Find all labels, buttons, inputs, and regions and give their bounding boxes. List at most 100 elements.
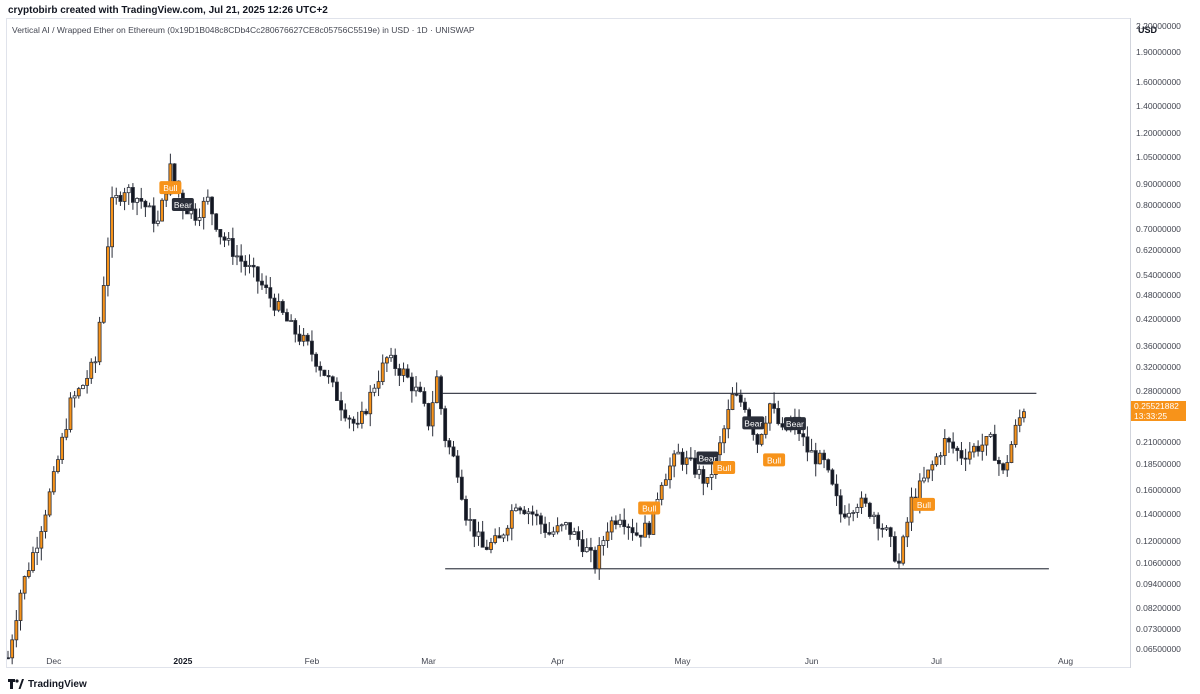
candle <box>580 530 585 558</box>
signal-bull: Bull <box>912 497 935 511</box>
candle <box>888 526 893 548</box>
candle <box>867 501 872 519</box>
candle <box>613 515 618 530</box>
tradingview-logo-icon <box>8 679 24 689</box>
candle <box>22 575 27 600</box>
price-tick: 0.10600000 <box>1136 557 1181 568</box>
signal-bear: Bear <box>783 417 806 431</box>
candle <box>343 403 348 422</box>
chart-pane[interactable] <box>6 18 1130 668</box>
signal-label: Bull <box>163 183 177 193</box>
time-tick: 2025 <box>173 656 193 666</box>
candle <box>543 516 547 538</box>
time-tick: Feb <box>304 656 320 666</box>
candle <box>422 387 427 407</box>
candle <box>230 227 235 265</box>
candle <box>439 374 443 415</box>
candle <box>876 512 881 541</box>
candle <box>476 521 481 546</box>
candle <box>389 347 393 362</box>
candle <box>393 348 398 376</box>
candle <box>518 506 523 515</box>
candle <box>501 533 506 543</box>
signal-label: Bear <box>744 418 762 428</box>
candle <box>118 191 123 206</box>
price-tick: 0.54000000 <box>1136 269 1181 280</box>
candle <box>884 525 889 532</box>
candle <box>43 509 48 539</box>
candle <box>10 634 15 665</box>
candle <box>576 526 581 547</box>
candle <box>1017 409 1022 433</box>
candle <box>855 503 860 518</box>
candle <box>243 255 248 276</box>
candle <box>272 293 277 317</box>
candle <box>622 508 627 535</box>
last-price-value: 0.25521882 <box>1134 401 1179 411</box>
candle <box>305 333 310 346</box>
candle <box>1022 408 1026 423</box>
candle <box>226 232 231 246</box>
range-lines <box>441 392 1049 570</box>
candle <box>701 465 706 496</box>
signal-bull: Bull <box>638 501 661 515</box>
price-tick: 0.09400000 <box>1136 579 1181 590</box>
candle <box>372 383 377 397</box>
candle <box>838 489 843 523</box>
candle <box>409 372 414 403</box>
candle <box>872 511 876 525</box>
candle <box>643 515 647 538</box>
price-tick: 0.06500000 <box>1136 644 1181 655</box>
candle <box>626 523 631 540</box>
candle <box>255 265 260 294</box>
candle <box>384 356 389 373</box>
candle <box>763 415 768 439</box>
chart-attribution: cryptobirb created with TradingView.com,… <box>8 5 328 16</box>
candle <box>593 546 597 574</box>
candle <box>14 610 19 648</box>
candle <box>493 528 498 545</box>
candle <box>734 382 739 397</box>
price-tick: 1.40000000 <box>1136 100 1181 111</box>
candle <box>826 458 831 473</box>
candle <box>426 402 431 431</box>
signal-bull: Bull <box>763 453 786 467</box>
signal-label: Bear <box>786 419 804 429</box>
candle <box>755 433 760 454</box>
candle <box>318 361 323 377</box>
price-tick: 0.18500000 <box>1136 459 1181 470</box>
price-tick: 0.07300000 <box>1136 623 1181 634</box>
footer: TradingView <box>8 677 87 691</box>
candle <box>976 440 981 457</box>
price-axis[interactable] <box>1130 18 1200 668</box>
candle <box>955 445 960 462</box>
candle <box>480 520 485 548</box>
candle <box>101 276 106 324</box>
candle <box>601 535 606 556</box>
candle <box>842 505 847 520</box>
candle <box>222 232 227 248</box>
price-tick: 2.20000000 <box>1136 20 1181 31</box>
candle <box>822 449 826 469</box>
price-tick: 0.70000000 <box>1136 223 1181 234</box>
time-tick: Apr <box>550 656 565 666</box>
footer-brand: TradingView <box>28 678 87 690</box>
candle <box>472 519 477 548</box>
candle <box>618 513 622 528</box>
candle <box>97 316 102 366</box>
candle <box>526 508 531 525</box>
candle <box>551 526 556 538</box>
time-tick: Dec <box>46 656 62 666</box>
currency-label[interactable]: USD <box>1138 25 1158 35</box>
candle <box>638 534 643 547</box>
time-tick: Mar <box>421 656 436 666</box>
candle <box>455 450 460 483</box>
candle <box>301 328 306 347</box>
signal-label: Bear <box>698 454 716 464</box>
candle <box>988 432 993 438</box>
candle <box>967 442 972 465</box>
signal-label: Bear <box>174 200 192 210</box>
price-tick: 0.42000000 <box>1136 314 1181 325</box>
price-tick: 0.28000000 <box>1136 385 1181 396</box>
